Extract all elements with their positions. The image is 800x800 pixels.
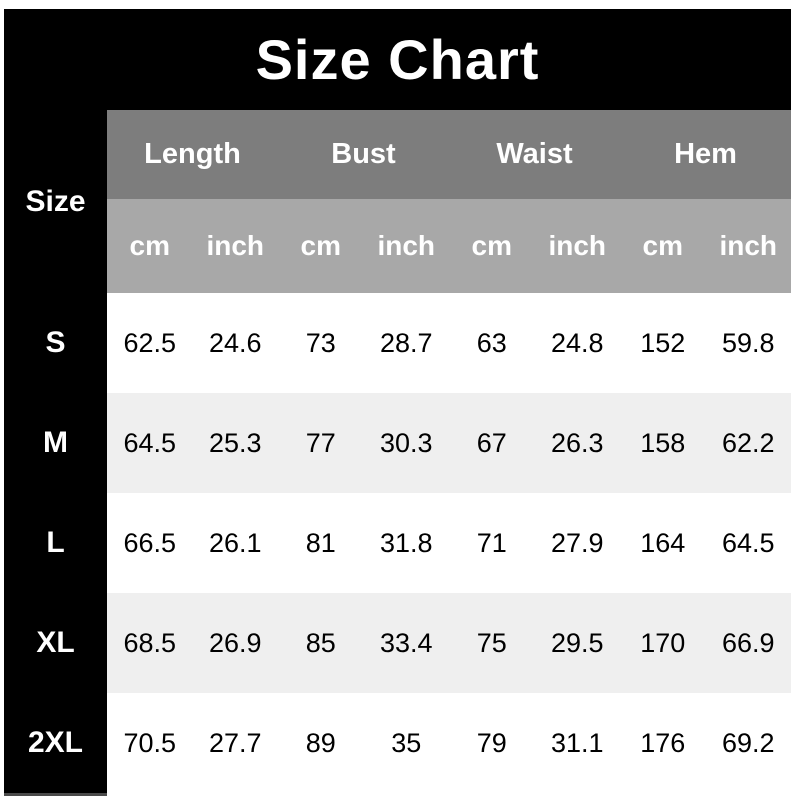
data-cell: 31.1 (550, 727, 604, 758)
data-cell: 31.8 (379, 527, 433, 558)
size-column: Size S M L XL 2XL (4, 110, 107, 793)
data-cell: 30.3 (379, 427, 433, 458)
data-cell: 164 (640, 527, 686, 558)
data-cell: 170 (640, 627, 686, 658)
data-cell: 24.6 (208, 327, 262, 358)
measurement-grid: Length Bust Waist Hem cm inch cm inch cm… (107, 110, 791, 793)
data-cell: 25.3 (208, 427, 262, 458)
data-cell: 62.2 (721, 427, 775, 458)
table-row-2xl: 70.5 27.7 89 35 79 31.1 176 69.2 (107, 693, 791, 793)
column-header-hem: Hem (674, 138, 737, 170)
data-cell: 152 (640, 327, 686, 358)
data-cell: 66.9 (721, 627, 775, 658)
data-cell: 71 (476, 527, 507, 558)
data-cell: 176 (640, 727, 686, 758)
data-cell: 73 (305, 327, 336, 358)
title-bar: Size Chart (4, 9, 791, 110)
table-row-s: 62.5 24.6 73 28.7 63 24.8 152 59.8 (107, 293, 791, 393)
data-cell: 35 (391, 727, 422, 758)
data-cell: 68.5 (123, 627, 177, 658)
table-row-m: 64.5 25.3 77 30.3 67 26.3 158 62.2 (107, 393, 791, 493)
data-cell: 66.5 (123, 527, 177, 558)
column-header-waist: Waist (496, 138, 573, 170)
row-label-xl: XL (36, 626, 75, 659)
page-title: Size Chart (255, 28, 540, 91)
units-header-row: cm inch cm inch cm inch cm inch (107, 199, 791, 293)
data-cell: 26.3 (550, 427, 604, 458)
unit-header: inch (719, 230, 778, 261)
data-cell: 64.5 (721, 527, 775, 558)
data-cell: 64.5 (123, 427, 177, 458)
data-cell: 26.1 (208, 527, 262, 558)
table-row-l: 66.5 26.1 81 31.8 71 27.9 164 64.5 (107, 493, 791, 593)
data-cell: 26.9 (208, 627, 262, 658)
unit-header: inch (206, 230, 265, 261)
data-cell: 27.9 (550, 527, 604, 558)
data-cell: 158 (640, 427, 686, 458)
row-label-2xl: 2XL (27, 726, 84, 759)
row-label-m: M (43, 426, 68, 459)
data-cell: 63 (476, 327, 507, 358)
unit-header: cm (471, 230, 512, 261)
data-cell: 24.8 (550, 327, 604, 358)
group-header-row: Length Bust Waist Hem (107, 110, 791, 199)
data-cell: 77 (305, 427, 336, 458)
data-cell: 27.7 (208, 727, 262, 758)
unit-header: inch (548, 230, 607, 261)
unit-header: cm (129, 230, 170, 261)
size-column-header: Size (25, 184, 86, 218)
data-cell: 28.7 (379, 327, 433, 358)
column-header-length: Length (144, 138, 241, 170)
data-cell: 75 (476, 627, 507, 658)
data-cell: 62.5 (123, 327, 177, 358)
data-cell: 70.5 (123, 727, 177, 758)
data-cell: 59.8 (721, 327, 775, 358)
column-header-bust: Bust (331, 138, 396, 170)
data-cell: 29.5 (550, 627, 604, 658)
data-cell: 69.2 (721, 727, 775, 758)
data-cell: 89 (305, 727, 336, 758)
data-cell: 79 (476, 727, 507, 758)
table-row-xl: 68.5 26.9 85 33.4 75 29.5 170 66.9 (107, 593, 791, 693)
data-cell: 85 (305, 627, 336, 658)
unit-header: inch (377, 230, 436, 261)
size-chart-panel: Size Chart Size S M L XL 2XL Length Bust… (4, 9, 791, 793)
row-label-l: L (46, 526, 65, 559)
size-table: Size S M L XL 2XL Length Bust Waist Hem … (4, 110, 791, 793)
data-cell: 81 (305, 527, 336, 558)
unit-header: cm (300, 230, 341, 261)
data-cell: 33.4 (379, 627, 433, 658)
row-label-s: S (45, 326, 66, 359)
data-cell: 67 (476, 427, 507, 458)
unit-header: cm (642, 230, 683, 261)
